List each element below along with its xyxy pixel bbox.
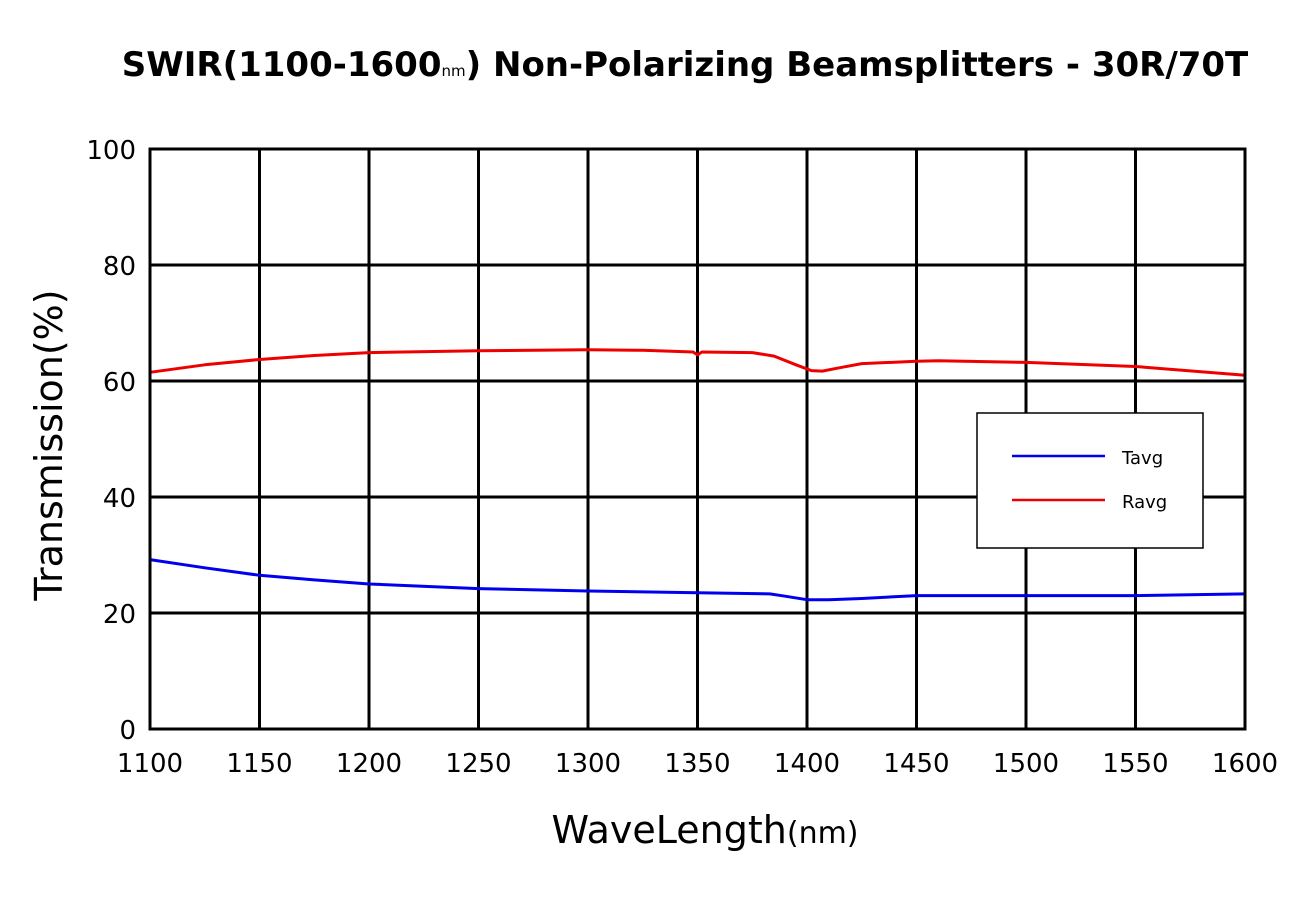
chart-title: SWIR(1100-1600nm) Non-Polarizing Beamspl…	[122, 45, 1249, 85]
x-tick-labels: 1100 1150 1200 1250 1300 1350 1400 1450 1500 1550…	[117, 749, 1278, 779]
x-tick-label: 1500	[993, 749, 1059, 779]
chart-title-prefix: SWIR(1100-1600	[122, 45, 442, 85]
chart-title-suffix: ) Non-Polarizing Beamsplitters - 30R/70T	[466, 45, 1249, 85]
series-line-tavg	[149, 558, 1246, 602]
x-tick-label: 1150	[226, 749, 292, 779]
x-tick-label: 1100	[117, 749, 183, 779]
legend-label-tavg: Tavg	[1121, 448, 1163, 469]
x-axis-title: WaveLength(nm)	[551, 808, 858, 852]
legend-label-ravg: Ravg	[1122, 492, 1167, 513]
x-tick-label: 1400	[774, 749, 840, 779]
x-tick-label: 1450	[883, 749, 949, 779]
x-axis-title-main: WaveLength	[551, 808, 786, 852]
y-tick-label: 60	[103, 368, 136, 398]
chart-title-unit: nm	[441, 62, 465, 80]
x-tick-label: 1250	[445, 749, 511, 779]
y-tick-labels: 0 20 40 60 80 100	[86, 136, 136, 746]
plot-frame	[148, 147, 1247, 731]
legend-box	[976, 412, 1204, 549]
x-tick-label: 1550	[1102, 749, 1168, 779]
x-tick-label: 1300	[555, 749, 621, 779]
x-axis-title-unit: (nm)	[787, 816, 859, 851]
y-tick-label: 100	[86, 136, 136, 166]
y-axis-title: Transmission(%)	[27, 289, 71, 601]
series-line-ravg	[149, 348, 1246, 377]
legend: Tavg Ravg	[976, 412, 1204, 549]
x-tick-label: 1600	[1212, 749, 1278, 779]
y-tick-label: 80	[103, 252, 136, 282]
series-lines	[149, 348, 1246, 602]
x-tick-label: 1200	[336, 749, 402, 779]
x-tick-label: 1350	[664, 749, 730, 779]
y-tick-label: 0	[119, 716, 136, 746]
y-tick-label: 40	[103, 484, 136, 514]
y-tick-label: 20	[103, 600, 136, 630]
